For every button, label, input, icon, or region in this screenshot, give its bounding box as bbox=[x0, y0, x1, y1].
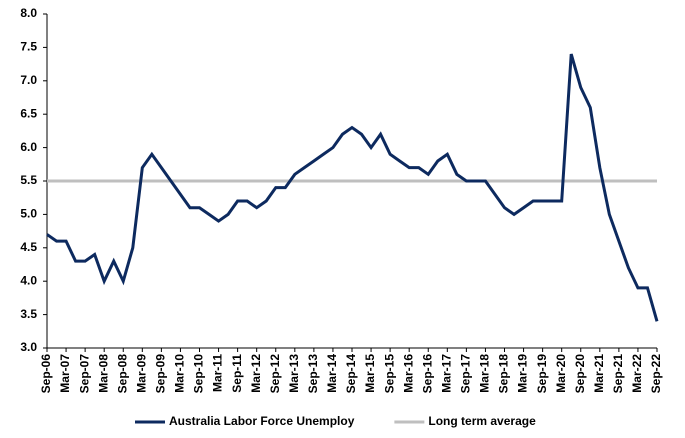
x-tick-label: Mar-11 bbox=[211, 354, 225, 392]
line-series bbox=[46, 53, 659, 322]
x-tick-label: Mar-19 bbox=[516, 354, 530, 393]
y-tick-label: 5.5 bbox=[20, 173, 37, 187]
x-tick-label: Mar-15 bbox=[363, 354, 377, 393]
y-tick-label: 7.5 bbox=[20, 40, 37, 54]
x-tick-label: Mar-16 bbox=[401, 354, 415, 393]
x-tick-label: Sep-19 bbox=[535, 354, 549, 394]
y-tick-label: 3.5 bbox=[20, 307, 37, 321]
x-tick-label: Sep-08 bbox=[115, 354, 129, 394]
x-tick-label: Mar-10 bbox=[173, 354, 187, 393]
x-tick-label: Mar-09 bbox=[134, 354, 148, 393]
y-tick-label: 6.0 bbox=[20, 140, 37, 154]
y-tick-label: 3.0 bbox=[20, 340, 37, 354]
x-tick-label: Mar-13 bbox=[287, 354, 301, 393]
x-tick-label: Sep-14 bbox=[344, 354, 358, 394]
x-tick-label: Sep-20 bbox=[573, 354, 587, 394]
legend-label: Australia Labor Force Unemploy bbox=[169, 414, 355, 428]
x-tick-label: Sep-12 bbox=[268, 354, 282, 394]
x-tick-label: Sep-10 bbox=[192, 354, 206, 394]
y-tick-label: 4.5 bbox=[20, 240, 37, 254]
x-tick-label: Mar-22 bbox=[630, 354, 644, 393]
y-tick-label: 4.0 bbox=[20, 273, 37, 287]
y-tick-label: 5.0 bbox=[20, 207, 37, 221]
x-tick-label: Sep-22 bbox=[649, 354, 663, 394]
x-tick-label: Mar-18 bbox=[478, 354, 492, 393]
y-tick-label: 6.5 bbox=[20, 106, 37, 120]
y-tick-label: 7.0 bbox=[20, 73, 37, 87]
y-tick-label: 8.0 bbox=[20, 6, 37, 20]
x-tick-label: Mar-08 bbox=[96, 354, 110, 393]
x-tick-label: Mar-20 bbox=[554, 354, 568, 393]
x-tick-label: Sep-11 bbox=[230, 354, 244, 393]
x-tick-label: Mar-21 bbox=[592, 354, 606, 393]
x-tick-label: Mar-12 bbox=[249, 354, 263, 393]
x-tick-label: Mar-14 bbox=[325, 354, 339, 393]
x-tick-label: Sep-21 bbox=[611, 354, 625, 394]
x-tick-label: Sep-17 bbox=[459, 354, 473, 394]
x-tick-label: Sep-06 bbox=[39, 354, 53, 394]
x-tick-label: Sep-16 bbox=[420, 354, 434, 394]
x-tick-label: Sep-15 bbox=[382, 354, 396, 394]
legend-label: Long term average bbox=[428, 414, 536, 428]
x-tick-label: Mar-07 bbox=[58, 354, 72, 393]
x-tick-label: Sep-18 bbox=[497, 354, 511, 394]
x-tick-label: Sep-07 bbox=[77, 354, 91, 394]
x-tick-label: Sep-09 bbox=[154, 354, 168, 394]
x-tick-label: Mar-17 bbox=[439, 354, 453, 393]
x-tick-label: Sep-13 bbox=[306, 354, 320, 394]
